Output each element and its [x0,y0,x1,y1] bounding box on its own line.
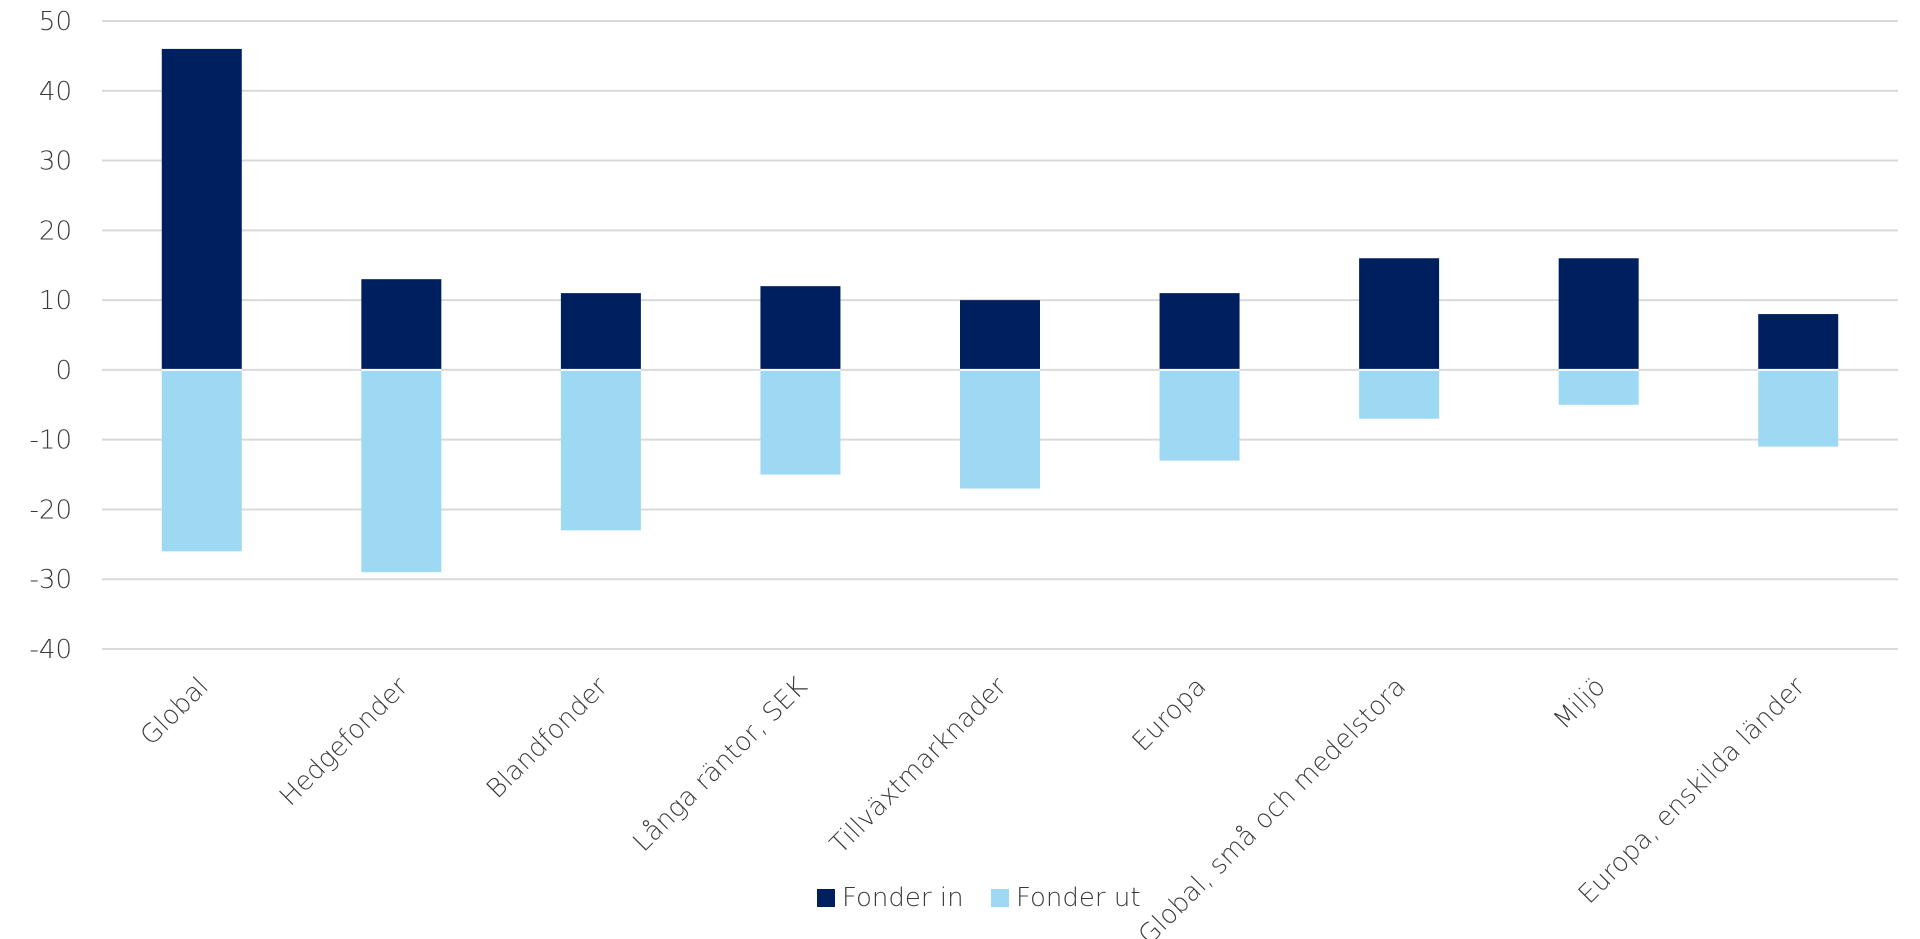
bar-fonder-ut [1159,369,1240,461]
y-tick-label: -40 [30,635,72,665]
bar-fonder-in [760,286,841,370]
bar-fonder-ut [1359,369,1440,419]
legend-swatch-fonder-ut [991,889,1009,907]
bar-fonder-in [161,48,242,370]
x-category-label: Europa, enskilda länder [1573,672,1811,910]
bar-fonder-in [1359,258,1440,370]
y-tick-label: -10 [30,426,72,456]
x-category-label: Global [135,672,215,752]
x-axis-category-labels: Global Hedgefonder Blandfonder Långa räntor… [135,671,1812,939]
legend-label-fonder-in: Fonder in [842,883,964,913]
y-tick-label: 10 [39,286,72,316]
y-axis-tick-labels: 50 40 30 20 10 0 -10 -20 -30 -40 [30,7,72,665]
legend: Fonder in Fonder ut [817,883,1141,913]
bar-fonder-in [560,293,641,370]
bar-fonder-ut [1558,369,1639,405]
y-tick-label: 30 [39,147,72,177]
x-category-label: Tillväxtmarknader [825,672,1013,860]
legend-swatch-fonder-in [817,889,835,907]
bar-fonder-in [1159,293,1240,370]
y-tick-label: -30 [30,565,72,595]
bar-fonder-in [361,279,442,370]
bar-fonder-in [1758,314,1839,370]
bars [161,48,1839,573]
bar-fonder-ut [960,369,1040,489]
y-tick-label: 0 [55,356,72,386]
y-tick-label: 40 [39,77,72,107]
bar-fonder-in [1558,258,1639,370]
bar-fonder-ut [1758,369,1839,447]
x-category-label: Hedgefonder [274,672,414,812]
y-tick-label: 50 [39,7,72,37]
x-category-label: Europa [1127,672,1213,758]
bar-fonder-ut [161,369,242,552]
bar-fonder-ut [361,369,442,573]
x-category-label: Långa räntor, SEK [627,671,814,858]
x-category-label: Miljö [1548,672,1612,736]
bar-fonder-ut [560,369,641,531]
bar-fonder-in [960,300,1040,370]
y-tick-label: -20 [30,495,72,525]
y-tick-label: 20 [39,216,72,246]
x-category-label: Blandfonder [481,672,614,805]
bar-fonder-ut [760,369,841,475]
legend-label-fonder-ut: Fonder ut [1016,883,1141,913]
